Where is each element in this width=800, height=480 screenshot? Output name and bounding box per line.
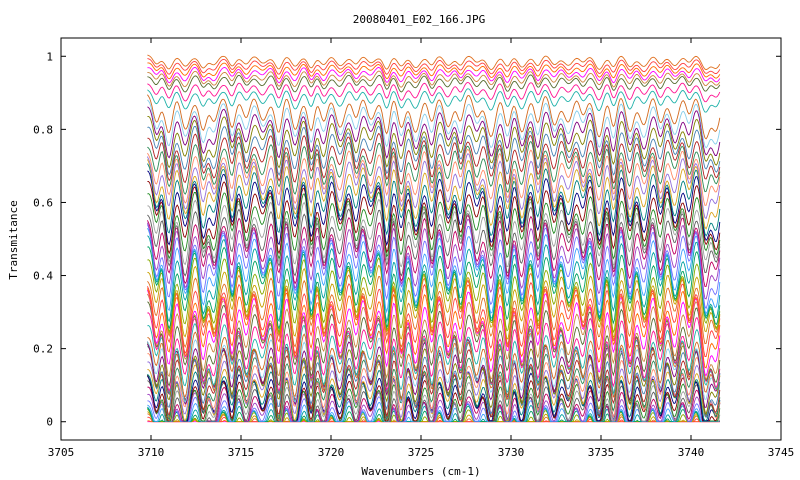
y-axis-label: Transmitance bbox=[7, 200, 20, 279]
series-line bbox=[147, 54, 721, 71]
series-line bbox=[146, 218, 721, 300]
x-tick-label: 3720 bbox=[318, 446, 345, 459]
y-tick-label: 0.6 bbox=[33, 196, 53, 209]
series-line bbox=[147, 74, 721, 93]
series-line bbox=[147, 140, 721, 195]
series-line bbox=[147, 70, 721, 88]
y-axis: 0 0.2 0.4 0.6 0.8 1 bbox=[33, 50, 781, 429]
x-tick-label: 3725 bbox=[408, 446, 435, 459]
series-line bbox=[147, 353, 721, 422]
series-line bbox=[147, 301, 721, 388]
series-line bbox=[146, 159, 721, 230]
x-tick-label: 3735 bbox=[588, 446, 615, 459]
x-tick-label: 3745 bbox=[768, 446, 795, 459]
series-line bbox=[147, 66, 721, 84]
x-tick-label: 3730 bbox=[498, 446, 525, 459]
series-line bbox=[147, 58, 721, 75]
series-line bbox=[147, 163, 721, 237]
series-line bbox=[147, 115, 721, 169]
series-line bbox=[147, 88, 721, 113]
series-line bbox=[147, 106, 721, 159]
series-line bbox=[146, 214, 721, 287]
series-line bbox=[146, 153, 721, 220]
y-tick-label: 1 bbox=[46, 50, 53, 63]
x-axis-label: Wavenumbers (cm-1) bbox=[361, 465, 480, 478]
x-tick-label: 3740 bbox=[678, 446, 705, 459]
y-tick-label: 0.8 bbox=[33, 123, 53, 136]
x-tick-label: 3715 bbox=[228, 446, 255, 459]
series-line bbox=[147, 180, 721, 255]
x-axis: 3705 3710 3715 3720 3725 3730 3735 3740 3745 bbox=[48, 38, 795, 459]
x-tick-label: 3705 bbox=[48, 446, 75, 459]
series-group bbox=[146, 54, 721, 423]
chart-title: 20080401_E02_166.JPG bbox=[353, 13, 485, 26]
series-line bbox=[147, 125, 721, 176]
series-line bbox=[147, 246, 721, 330]
series-line bbox=[147, 312, 721, 393]
series-line bbox=[147, 191, 721, 260]
x-tick-label: 3710 bbox=[138, 446, 165, 459]
series-line bbox=[147, 257, 721, 334]
y-tick-label: 0.4 bbox=[33, 270, 53, 283]
series-line bbox=[147, 148, 721, 206]
series-line bbox=[147, 386, 720, 422]
series-line bbox=[147, 133, 721, 185]
series-line bbox=[147, 62, 721, 80]
y-tick-label: 0.2 bbox=[33, 343, 53, 356]
series-line bbox=[147, 94, 721, 140]
series-line bbox=[146, 284, 721, 369]
series-line bbox=[147, 170, 721, 247]
series-line bbox=[147, 99, 721, 149]
series-line bbox=[147, 82, 721, 103]
series-line bbox=[147, 235, 721, 324]
y-tick-label: 0 bbox=[46, 416, 53, 429]
